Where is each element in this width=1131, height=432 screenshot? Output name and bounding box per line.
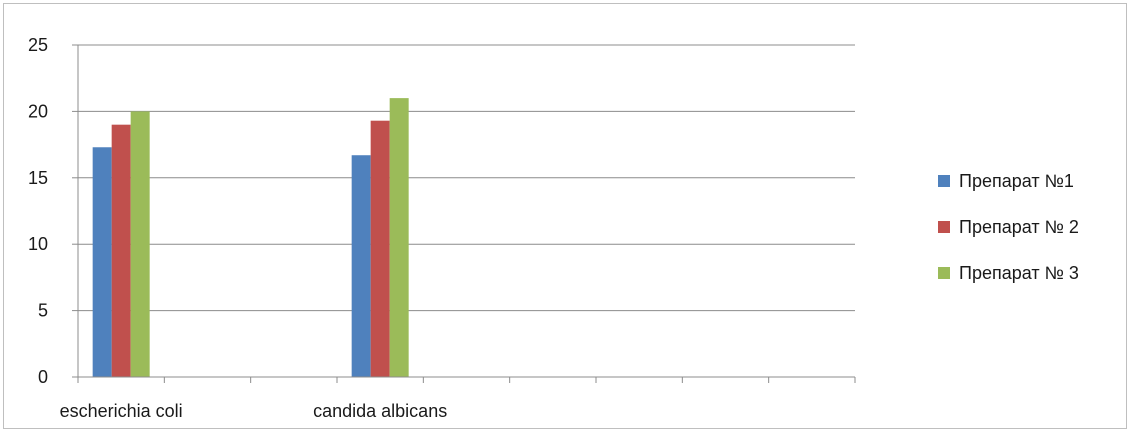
bar (111, 124, 131, 378)
legend-label: Препарат №1 (959, 171, 1074, 191)
y-tick-label: 15 (28, 168, 48, 188)
y-axis-labels: 0 5 10 15 20 25 (28, 35, 48, 387)
x-category-label: escherichia coli (60, 401, 183, 421)
legend-swatch (938, 175, 950, 187)
bar (130, 111, 150, 378)
y-tick-label: 20 (28, 101, 48, 121)
x-axis-labels: escherichia coli candida albicans (60, 401, 448, 421)
legend-label: Препарат № 2 (959, 217, 1079, 237)
legend-swatch (938, 221, 950, 233)
gridlines (72, 44, 855, 378)
y-tick-label: 10 (28, 234, 48, 254)
bar (92, 147, 112, 377)
y-tick-label: 5 (38, 301, 48, 321)
y-tick-label: 0 (38, 367, 48, 387)
bar (389, 98, 409, 378)
x-axis (77, 376, 856, 383)
legend: Препарат №1 Препарат № 2 Препарат № 3 (938, 171, 1079, 283)
bar (370, 120, 390, 378)
legend-swatch (938, 267, 950, 279)
chart-frame (3, 3, 1127, 429)
legend-label: Препарат № 3 (959, 263, 1079, 283)
bars (92, 98, 409, 378)
y-tick-label: 25 (28, 35, 48, 55)
bar (351, 155, 371, 377)
x-category-label: candida albicans (313, 401, 447, 421)
